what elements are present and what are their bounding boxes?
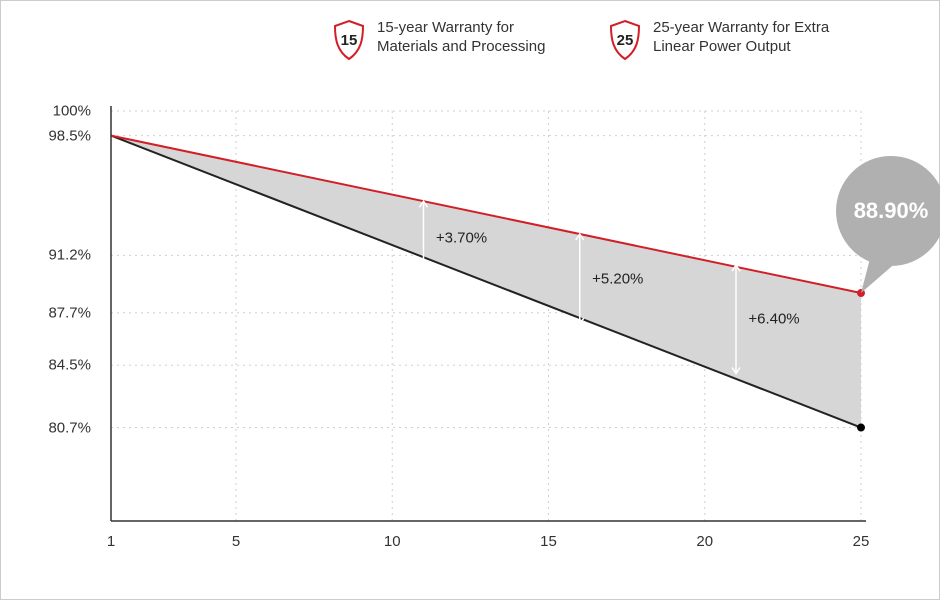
shield-icon: 25 — [607, 19, 643, 61]
shield-icon: 15 — [331, 19, 367, 61]
legend: 15 15-year Warranty for Materials and Pr… — [331, 19, 919, 61]
chart-frame: 15 15-year Warranty for Materials and Pr… — [0, 0, 940, 600]
x-tick-label: 5 — [221, 533, 251, 550]
legend-text: 25-year Warranty for Extra Linear Power … — [653, 19, 843, 57]
delta-label: +6.40% — [748, 311, 799, 328]
legend-item-15yr: 15 15-year Warranty for Materials and Pr… — [331, 19, 567, 61]
delta-label: +5.20% — [592, 271, 643, 288]
legend-item-25yr: 25 25-year Warranty for Extra Linear Pow… — [607, 19, 843, 61]
callout-bubble: 88.90% — [836, 156, 940, 266]
shield-badge-number: 25 — [617, 32, 634, 49]
y-tick-label: 84.5% — [31, 357, 91, 374]
x-tick-label: 1 — [96, 533, 126, 550]
y-tick-label: 87.7% — [31, 304, 91, 321]
y-tick-label: 100% — [31, 103, 91, 120]
y-tick-label: 98.5% — [31, 127, 91, 144]
x-tick-label: 10 — [377, 533, 407, 550]
y-tick-label: 80.7% — [31, 419, 91, 436]
x-tick-label: 25 — [846, 533, 876, 550]
x-tick-label: 15 — [534, 533, 564, 550]
chart-svg — [31, 91, 911, 571]
delta-label: +3.70% — [436, 230, 487, 247]
y-tick-label: 91.2% — [31, 247, 91, 264]
shield-badge-number: 15 — [341, 32, 358, 49]
legend-text: 15-year Warranty for Materials and Proce… — [377, 19, 567, 57]
warranty-degradation-chart: 100%98.5%91.2%87.7%84.5%80.7%1510152025+… — [31, 91, 911, 571]
x-tick-label: 20 — [690, 533, 720, 550]
